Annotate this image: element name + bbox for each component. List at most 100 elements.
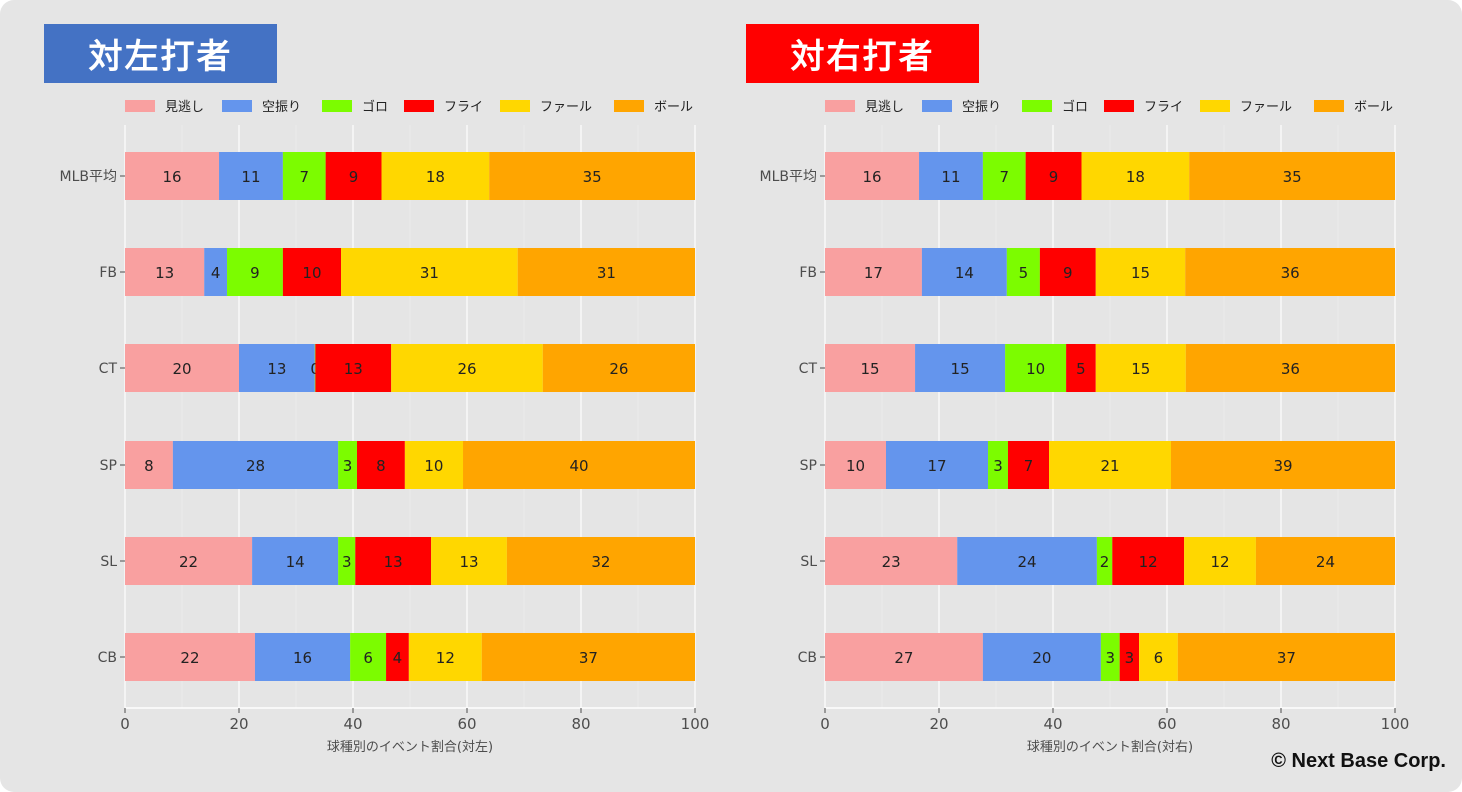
data-label: 27 (894, 649, 913, 667)
data-label: 15 (860, 360, 879, 378)
bar-segment (957, 537, 1097, 585)
bar-segment (125, 152, 220, 200)
bar-segment (431, 537, 507, 585)
legend-swatch (1022, 100, 1052, 112)
bar-segment (988, 441, 1008, 489)
bar-segment (338, 537, 356, 585)
x-tick-label: 20 (929, 715, 948, 733)
bar-segment (1066, 344, 1096, 392)
legend-label: ファール (540, 100, 592, 115)
data-label: 28 (246, 457, 265, 475)
data-label: 6 (1154, 649, 1164, 667)
bar-segment (915, 344, 1006, 392)
bar-segment (1184, 537, 1256, 585)
y-tick-label: FB (99, 265, 117, 281)
bar-segment (341, 248, 518, 296)
data-label: 36 (1281, 360, 1300, 378)
data-label: 0 (310, 360, 320, 378)
bar-segment (921, 248, 1007, 296)
bar-segment (517, 248, 695, 296)
bar-segment (381, 152, 490, 200)
bar-segment (125, 633, 255, 681)
bar-segment (542, 344, 695, 392)
bar-segment (125, 248, 205, 296)
bar-segment (1100, 633, 1120, 681)
bar-segment (314, 344, 316, 392)
bar-segment (356, 441, 405, 489)
data-label: 40 (569, 457, 588, 475)
x-axis-label: 球種別のイベント割合(対左) (327, 739, 493, 755)
x-tick-label: 40 (343, 715, 362, 733)
bar-segment (239, 344, 315, 392)
x-tick-label: 100 (1381, 715, 1410, 733)
data-label: 13 (344, 360, 363, 378)
data-label: 13 (155, 264, 174, 282)
data-label: 12 (1210, 553, 1229, 571)
bar-segment (1185, 248, 1395, 296)
data-label: 6 (363, 649, 373, 667)
bar-segment (1119, 633, 1140, 681)
legend-swatch (1200, 100, 1230, 112)
x-tick-label: 40 (1043, 715, 1062, 733)
data-label: 3 (342, 553, 352, 571)
data-label: 4 (211, 264, 221, 282)
data-label: 18 (426, 168, 445, 186)
bar-segment (338, 441, 357, 489)
data-label: 7 (999, 168, 1009, 186)
y-tick-label: CB (98, 650, 117, 666)
bar-segment (252, 537, 339, 585)
data-label: 24 (1316, 553, 1335, 571)
bar-segment (219, 152, 283, 200)
bar-segment (350, 633, 387, 681)
legend-swatch (125, 100, 155, 112)
y-tick-label: CT (99, 361, 118, 377)
legend-swatch (222, 100, 252, 112)
data-label: 2 (1100, 553, 1110, 571)
y-tick-label: FB (799, 265, 817, 281)
data-label: 9 (1049, 168, 1059, 186)
bar-segment (1007, 441, 1050, 489)
data-label: 17 (927, 457, 946, 475)
bar-segment (404, 441, 464, 489)
data-label: 9 (1063, 264, 1073, 282)
bar-segment (325, 152, 382, 200)
x-axis-label: 球種別のイベント割合(対右) (1027, 739, 1193, 755)
data-label: 17 (864, 264, 883, 282)
bar-segment (355, 537, 432, 585)
data-label: 14 (955, 264, 974, 282)
bar-segment (1189, 152, 1395, 200)
x-tick-label: 60 (1157, 715, 1176, 733)
data-label: 16 (162, 168, 181, 186)
bar-segment (1025, 152, 1082, 200)
bar-segment (391, 344, 543, 392)
bar-segment (1006, 248, 1040, 296)
data-label: 5 (1019, 264, 1029, 282)
legend-label: フライ (1144, 100, 1183, 115)
bar-segment (506, 537, 695, 585)
chart-title-left: 対左打者 (44, 24, 277, 83)
legend-label: ボール (1354, 100, 1393, 115)
chart-0: MLB平均 16 11 7 9 18 35 FB 13 4 9 10 31 31 CT 20 13 0 13 26 26… (60, 99, 710, 755)
data-label: 8 (144, 457, 154, 475)
data-label: 15 (1131, 264, 1150, 282)
data-label: 23 (882, 553, 901, 571)
data-label: 18 (1126, 168, 1145, 186)
bar-segment (1095, 344, 1186, 392)
data-label: 10 (302, 264, 321, 282)
data-label: 22 (179, 553, 198, 571)
y-tick-label: SL (100, 554, 117, 570)
bar-segment (825, 152, 920, 200)
data-label: 9 (250, 264, 260, 282)
bar-segment (982, 152, 1026, 200)
data-label: 8 (376, 457, 386, 475)
bar-segment (1139, 633, 1178, 681)
bar-segment (1081, 152, 1190, 200)
data-label: 15 (1131, 360, 1150, 378)
bar-segment (1255, 537, 1395, 585)
legend-swatch (322, 100, 352, 112)
data-label: 20 (1032, 649, 1051, 667)
data-label: 13 (267, 360, 286, 378)
x-tick-label: 60 (457, 715, 476, 733)
data-label: 31 (420, 264, 439, 282)
